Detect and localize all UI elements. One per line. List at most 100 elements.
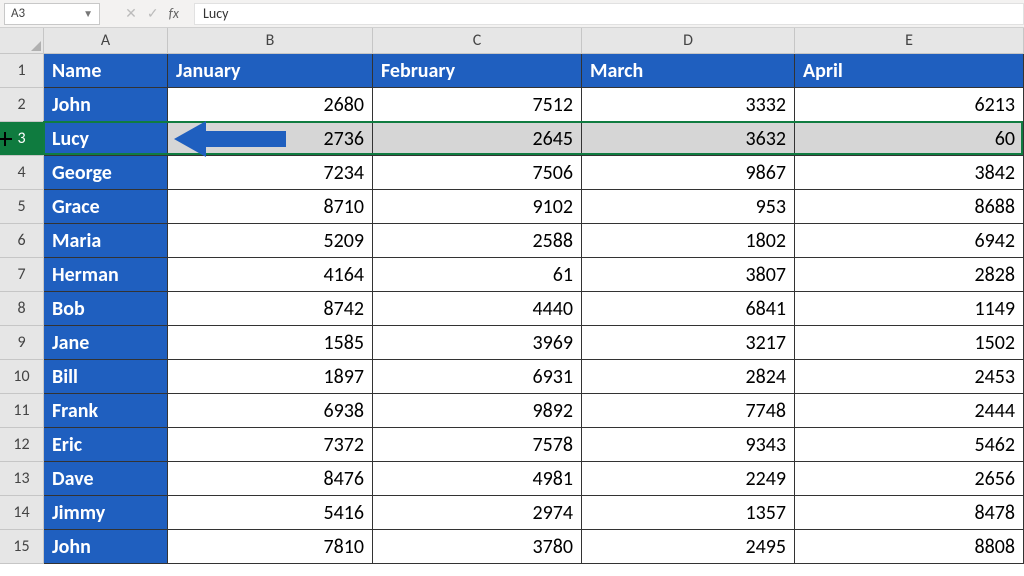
fx-icon[interactable]: fx — [169, 5, 179, 22]
value-cell[interactable]: 2824 — [582, 360, 795, 394]
value-cell[interactable]: 4981 — [373, 462, 582, 496]
value-cell[interactable]: 8808 — [795, 530, 1024, 564]
value-cell[interactable]: 9343 — [582, 428, 795, 462]
name-cell[interactable]: Bill — [44, 360, 168, 394]
name-cell[interactable]: Bob — [44, 292, 168, 326]
value-cell[interactable]: 2736 — [168, 122, 373, 156]
name-cell[interactable]: Frank — [44, 394, 168, 428]
enter-icon[interactable]: ✓ — [147, 5, 159, 22]
value-cell[interactable]: 3632 — [582, 122, 795, 156]
name-cell[interactable]: Jimmy — [44, 496, 168, 530]
value-cell[interactable]: 7372 — [168, 428, 373, 462]
value-cell[interactable]: 3217 — [582, 326, 795, 360]
value-cell[interactable]: 8478 — [795, 496, 1024, 530]
value-cell[interactable]: 2974 — [373, 496, 582, 530]
col-head-e[interactable]: E — [795, 28, 1024, 54]
col-head-b[interactable]: B — [168, 28, 373, 54]
value-cell[interactable]: 7810 — [168, 530, 373, 564]
value-cell[interactable]: 3780 — [373, 530, 582, 564]
value-cell[interactable]: 61 — [373, 258, 582, 292]
row-head-7[interactable]: 7 — [0, 258, 44, 292]
value-cell[interactable]: 1502 — [795, 326, 1024, 360]
value-cell[interactable]: 6213 — [795, 88, 1024, 122]
chevron-down-icon[interactable]: ▼ — [83, 7, 93, 20]
header-cell[interactable]: January — [168, 54, 373, 88]
value-cell[interactable]: 3969 — [373, 326, 582, 360]
value-cell[interactable]: 3842 — [795, 156, 1024, 190]
value-cell[interactable]: 5209 — [168, 224, 373, 258]
value-cell[interactable]: 9102 — [373, 190, 582, 224]
value-cell[interactable]: 5416 — [168, 496, 373, 530]
row-head-14[interactable]: 14 — [0, 496, 44, 530]
name-cell[interactable]: Jane — [44, 326, 168, 360]
row-head-1[interactable]: 1 — [0, 54, 44, 88]
value-cell[interactable]: 6938 — [168, 394, 373, 428]
name-cell[interactable]: George — [44, 156, 168, 190]
col-head-d[interactable]: D — [582, 28, 795, 54]
value-cell[interactable]: 2828 — [795, 258, 1024, 292]
row-head-4[interactable]: 4 — [0, 156, 44, 190]
row-head-9[interactable]: 9 — [0, 326, 44, 360]
name-cell[interactable]: Dave — [44, 462, 168, 496]
header-cell[interactable]: March — [582, 54, 795, 88]
header-cell[interactable]: Name — [44, 54, 168, 88]
value-cell[interactable]: 2495 — [582, 530, 795, 564]
row-head-8[interactable]: 8 — [0, 292, 44, 326]
value-cell[interactable]: 7234 — [168, 156, 373, 190]
value-cell[interactable]: 6942 — [795, 224, 1024, 258]
name-cell[interactable]: John — [44, 530, 168, 564]
value-cell[interactable]: 1149 — [795, 292, 1024, 326]
formula-input[interactable]: Lucy — [194, 3, 1024, 25]
value-cell[interactable]: 3807 — [582, 258, 795, 292]
value-cell[interactable]: 8710 — [168, 190, 373, 224]
value-cell[interactable]: 8688 — [795, 190, 1024, 224]
header-cell[interactable]: February — [373, 54, 582, 88]
value-cell[interactable]: 60 — [795, 122, 1024, 156]
value-cell[interactable]: 1802 — [582, 224, 795, 258]
col-head-c[interactable]: C — [373, 28, 582, 54]
select-all-corner[interactable] — [0, 28, 44, 54]
name-cell[interactable]: Grace — [44, 190, 168, 224]
value-cell[interactable]: 6841 — [582, 292, 795, 326]
name-cell[interactable]: John — [44, 88, 168, 122]
row-head-11[interactable]: 11 — [0, 394, 44, 428]
value-cell[interactable]: 4440 — [373, 292, 582, 326]
value-cell[interactable]: 4164 — [168, 258, 373, 292]
row-head-13[interactable]: 13 — [0, 462, 44, 496]
name-cell[interactable]: Maria — [44, 224, 168, 258]
col-head-a[interactable]: A — [44, 28, 168, 54]
value-cell[interactable]: 2656 — [795, 462, 1024, 496]
name-cell[interactable]: Herman — [44, 258, 168, 292]
name-cell[interactable]: Eric — [44, 428, 168, 462]
value-cell[interactable]: 2680 — [168, 88, 373, 122]
value-cell[interactable]: 1357 — [582, 496, 795, 530]
header-cell[interactable]: April — [795, 54, 1024, 88]
name-cell[interactable]: Lucy — [44, 122, 168, 156]
value-cell[interactable]: 2588 — [373, 224, 582, 258]
value-cell[interactable]: 2645 — [373, 122, 582, 156]
cancel-icon[interactable]: ✕ — [125, 5, 137, 22]
name-box[interactable]: A3 ▼ — [4, 3, 100, 25]
value-cell[interactable]: 9867 — [582, 156, 795, 190]
value-cell[interactable]: 2249 — [582, 462, 795, 496]
row-head-5[interactable]: 5 — [0, 190, 44, 224]
value-cell[interactable]: 3332 — [582, 88, 795, 122]
row-head-2[interactable]: 2 — [0, 88, 44, 122]
value-cell[interactable]: 7512 — [373, 88, 582, 122]
value-cell[interactable]: 1897 — [168, 360, 373, 394]
value-cell[interactable]: 1585 — [168, 326, 373, 360]
value-cell[interactable]: 7506 — [373, 156, 582, 190]
value-cell[interactable]: 8476 — [168, 462, 373, 496]
value-cell[interactable]: 2444 — [795, 394, 1024, 428]
value-cell[interactable]: 7578 — [373, 428, 582, 462]
value-cell[interactable]: 9892 — [373, 394, 582, 428]
value-cell[interactable]: 2453 — [795, 360, 1024, 394]
row-head-3[interactable]: 3 — [0, 122, 44, 156]
row-head-10[interactable]: 10 — [0, 360, 44, 394]
row-head-6[interactable]: 6 — [0, 224, 44, 258]
value-cell[interactable]: 5462 — [795, 428, 1024, 462]
value-cell[interactable]: 6931 — [373, 360, 582, 394]
row-head-12[interactable]: 12 — [0, 428, 44, 462]
value-cell[interactable]: 953 — [582, 190, 795, 224]
row-head-15[interactable]: 15 — [0, 530, 44, 564]
